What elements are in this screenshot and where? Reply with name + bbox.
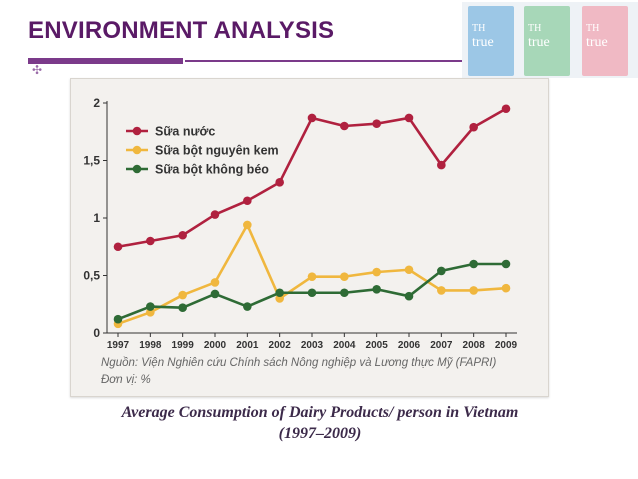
carton-brand-main: true xyxy=(472,35,494,50)
data-point xyxy=(404,113,414,123)
data-point xyxy=(372,119,381,128)
chart-caption-line1: Average Consumption of Dairy Products/ p… xyxy=(121,404,519,421)
carton-brand-top: TH xyxy=(586,23,600,34)
y-tick-label: 0,5 xyxy=(83,269,100,283)
chart-frame: 0 0,5 1 1,5 2 1997 1998 1999 2000 2001 2002 2003 20… xyxy=(70,78,549,397)
x-tick-label: 2001 xyxy=(236,340,259,351)
x-tick-label: 2000 xyxy=(204,340,227,351)
decorative-cross-icon: ✣ xyxy=(32,63,43,77)
x-tick-label: 1997 xyxy=(107,340,130,351)
x-tick-label: 1998 xyxy=(139,340,162,351)
data-point xyxy=(372,285,381,294)
milk-carton-image: TH true xyxy=(524,6,570,76)
x-tick-label: 2008 xyxy=(463,340,486,351)
x-tick-label: 2002 xyxy=(269,340,292,351)
data-point xyxy=(469,122,478,132)
y-tick-label: 1 xyxy=(93,211,100,225)
data-point xyxy=(307,288,317,298)
x-tick-label: 2004 xyxy=(333,340,356,351)
page-title: ENVIRONMENT ANALYSIS xyxy=(28,17,335,44)
data-point xyxy=(146,302,155,311)
title-underline-thin xyxy=(185,60,465,62)
data-point xyxy=(340,288,349,298)
data-point xyxy=(501,104,511,114)
y-tick-group: 0 0,5 1 1,5 2 xyxy=(83,96,107,340)
legend-marker xyxy=(132,145,142,155)
chart-unit-note: Đơn vị: % xyxy=(101,374,151,386)
data-point xyxy=(178,230,187,240)
data-point xyxy=(146,236,155,246)
y-tick-label: 1,5 xyxy=(83,154,100,168)
series-points xyxy=(113,104,511,329)
data-point xyxy=(437,266,446,276)
data-point xyxy=(501,283,511,293)
data-point xyxy=(243,302,252,311)
data-point xyxy=(469,286,478,295)
x-tick-group: 1997 1998 1999 2000 2001 2002 2003 2004 2005 2006… xyxy=(107,333,518,351)
legend-label: Sữa bột không béo xyxy=(155,163,269,177)
legend-marker xyxy=(132,126,142,136)
carton-brand-top: TH xyxy=(472,23,486,34)
data-point xyxy=(178,303,187,312)
data-point xyxy=(404,265,414,275)
data-point xyxy=(275,288,284,298)
data-point xyxy=(404,291,414,301)
x-tick-label: 2003 xyxy=(301,340,324,351)
carton-brand-top: TH xyxy=(528,23,542,34)
x-tick-label: 1999 xyxy=(172,340,195,351)
carton-brand-main: true xyxy=(528,35,550,50)
x-tick-label: 2007 xyxy=(430,340,453,351)
data-point xyxy=(113,242,123,252)
chart-legend: Sữa nước Sữa bột nguyên kem Sữa bột không … xyxy=(126,125,279,177)
y-tick-label: 2 xyxy=(93,96,100,110)
data-point xyxy=(210,278,220,287)
x-tick-label: 2006 xyxy=(398,340,421,351)
chart-source-note: Nguồn: Viện Nghiên cứu Chính sách Nông n… xyxy=(101,357,496,369)
legend-label: Sữa nước xyxy=(155,125,215,139)
data-point xyxy=(307,113,317,123)
title-underline-thick xyxy=(28,58,183,64)
dairy-consumption-line-chart: 0 0,5 1 1,5 2 1997 1998 1999 2000 2001 2002 2003 20… xyxy=(83,96,518,386)
data-point xyxy=(210,210,220,219)
data-point xyxy=(501,259,511,269)
x-tick-label: 2005 xyxy=(366,340,389,351)
y-tick-label: 0 xyxy=(93,326,100,340)
data-point xyxy=(243,196,252,206)
data-point xyxy=(275,178,284,187)
x-tick-label: 2009 xyxy=(495,340,518,351)
data-point xyxy=(340,121,349,131)
milk-carton-image: TH true xyxy=(468,6,514,76)
carton-brand-main: true xyxy=(586,35,608,50)
chart-caption-line2: (1997–2009) xyxy=(278,425,362,442)
product-image-strip: TH true TH true TH true xyxy=(462,2,638,78)
data-point xyxy=(437,286,446,295)
legend-label: Sữa bột nguyên kem xyxy=(155,144,279,158)
data-point xyxy=(340,272,349,281)
data-point xyxy=(307,272,317,281)
legend-marker xyxy=(132,164,142,174)
data-point xyxy=(243,220,252,230)
data-point xyxy=(437,160,446,170)
milk-carton-image: TH true xyxy=(582,6,628,76)
data-point xyxy=(372,267,381,277)
data-point xyxy=(210,289,220,299)
data-point xyxy=(469,259,478,269)
data-point xyxy=(178,290,187,300)
data-point xyxy=(113,314,123,324)
